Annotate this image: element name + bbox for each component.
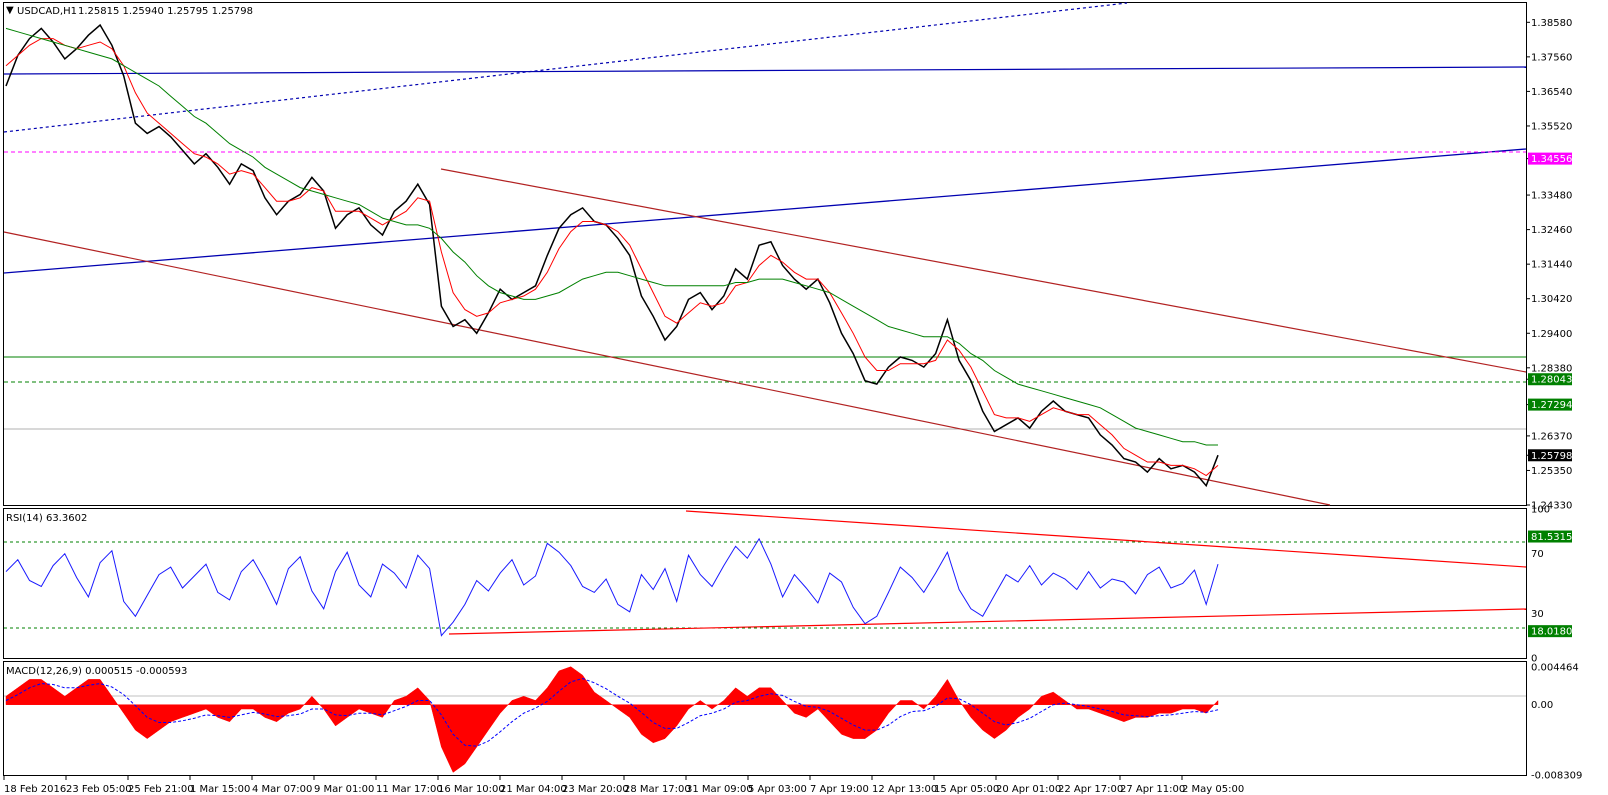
macd-tick-label: -0.008309	[1531, 771, 1582, 782]
macd-signal-line	[5, 677, 1219, 747]
price-series-ma_slow-line	[5, 27, 1218, 446]
time-tick-label: 18 Feb 2016	[4, 784, 66, 795]
price-tick-label: 1.34556	[1531, 154, 1572, 165]
time-tick-label: 20 Apr 01:00	[996, 784, 1061, 795]
time-tick-label: 31 Mar 09:00	[686, 784, 753, 795]
time-tick-label: 4 Mar 07:00	[252, 784, 312, 795]
price-overlays	[3, 2, 1527, 506]
macd-series	[5, 666, 1219, 773]
rsi-upper-trendline[interactable]	[685, 510, 1527, 568]
symbol-label: USDCAD,H1	[17, 6, 77, 17]
blue-horizontal-trendline[interactable]	[3, 66, 1527, 75]
price-tick-label: 1.28380	[1531, 363, 1572, 374]
price-tick-label: 1.24330	[1531, 501, 1572, 512]
time-tick-label: 27 Apr 11:00	[1120, 784, 1185, 795]
price-series-ma_fast-line	[5, 38, 1219, 477]
macd-histogram-area	[5, 666, 1219, 773]
time-tick-label: 7 Apr 19:00	[810, 784, 869, 795]
time-tick-label: 2 May 05:00	[1182, 784, 1244, 795]
rsi-tick-label: 18.0180	[1531, 627, 1572, 638]
time-tick-label: 9 Mar 01:00	[314, 784, 374, 795]
price-tick-label: 1.32460	[1531, 225, 1572, 236]
price-tick-label: 1.31440	[1531, 260, 1572, 271]
rsi-level-tag	[1528, 625, 1572, 638]
time-tick-label: 15 Apr 05:00	[934, 784, 999, 795]
rsi-panel[interactable]	[3, 508, 1527, 659]
price-tick-label: 1.30420	[1531, 294, 1572, 305]
time-tick-label: 23 Mar 20:00	[562, 784, 629, 795]
time-tick-label: 11 Mar 17:00	[376, 784, 443, 795]
price-tick-label: 1.27294	[1531, 400, 1572, 411]
blue-dotted-trendline[interactable]	[3, 2, 1128, 133]
price-tick-label: 1.25798	[1531, 451, 1572, 462]
macd-header: MACD(12,26,9) 0.000515 -0.000593	[6, 666, 187, 677]
rsi-line	[5, 537, 1219, 637]
price-level-tag	[1528, 449, 1572, 462]
price-series	[5, 23, 1219, 488]
macd-panel[interactable]	[3, 661, 1527, 776]
price-tick-label: 1.29400	[1531, 329, 1572, 340]
channel-upper-line[interactable]	[440, 168, 1527, 373]
price-y-axis: 1.38580 1.37560 1.36540 1.35520 1.34556 1.334…	[1526, 18, 1572, 512]
channel-lower-line[interactable]	[3, 231, 1331, 506]
rsi-overlays	[4, 510, 1527, 635]
rsi-tick-label: 30	[1531, 609, 1544, 620]
price-level-tag	[1528, 152, 1572, 165]
macd-y-axis: 0.004464 0.00 -0.008309	[1531, 663, 1582, 782]
ohlc-label: 1.25815 1.25940 1.25795 1.25798	[78, 6, 253, 17]
time-tick-label: 23 Feb 05:00	[66, 784, 132, 795]
rsi-lower-trendline[interactable]	[448, 608, 1527, 635]
chart-menu-icon[interactable]: ▼	[6, 5, 14, 16]
time-tick-label: 22 Apr 17:00	[1058, 784, 1123, 795]
time-tick-label: 1 Mar 15:00	[190, 784, 250, 795]
rsi-level-tag	[1528, 530, 1572, 543]
rsi-tick-label: 81.5315	[1531, 532, 1572, 543]
price-panel[interactable]	[3, 2, 1527, 506]
rsi-tick-label: 0	[1531, 654, 1537, 665]
price-tick-label: 1.37560	[1531, 52, 1572, 63]
rsi-series	[5, 537, 1219, 637]
macd-tick-label: 0.004464	[1531, 663, 1579, 674]
time-tick-label: 28 Mar 17:00	[624, 784, 691, 795]
rsi-y-axis: 100 81.5315 70 30 18.0180 0	[1528, 505, 1572, 665]
price-tick-label: 1.33480	[1531, 191, 1572, 202]
time-tick-label: 5 Apr 03:00	[748, 784, 807, 795]
macd-tick-label: 0.00	[1531, 700, 1553, 711]
price-tick-label: 1.28043	[1531, 375, 1572, 386]
price-tick-label: 1.38580	[1531, 18, 1572, 29]
rsi-tick-label: 100	[1531, 505, 1550, 516]
time-tick-label: 25 Feb 21:00	[128, 784, 194, 795]
rsi-tick-label: 70	[1531, 549, 1544, 560]
price-tick-label: 1.36540	[1531, 87, 1572, 98]
price-tick-label: 1.26370	[1531, 431, 1572, 442]
price-tick-label: 1.25350	[1531, 466, 1572, 477]
blue-rising-trendline[interactable]	[3, 148, 1527, 274]
rsi-header: RSI(14) 63.3602	[6, 513, 87, 524]
time-tick-label: 12 Apr 13:00	[872, 784, 937, 795]
time-tick-label: 21 Mar 04:00	[500, 784, 567, 795]
price-level-tag	[1528, 398, 1572, 411]
price-series-price-line	[5, 23, 1219, 488]
price-level-tag	[1528, 373, 1572, 386]
price-tick-label: 1.35520	[1531, 121, 1572, 132]
time-tick-label: 16 Mar 10:00	[438, 784, 505, 795]
